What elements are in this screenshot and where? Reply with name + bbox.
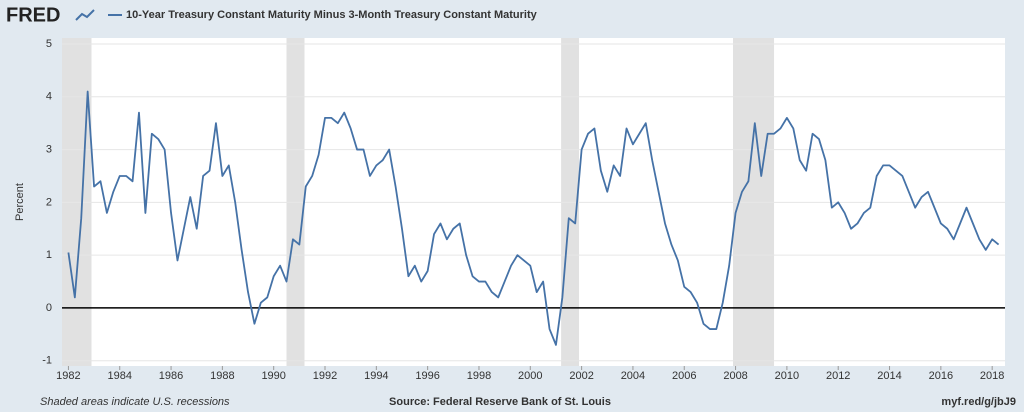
x-tick-label: 2008 xyxy=(723,370,747,382)
x-tick-label: 1998 xyxy=(467,370,491,382)
x-tick-label: 2000 xyxy=(518,370,542,382)
y-tick-label: 4 xyxy=(46,91,52,103)
x-tick-label: 1990 xyxy=(261,370,285,382)
x-tick-label: 2004 xyxy=(621,370,645,382)
footer-note: Shaded areas indicate U.S. recessions xyxy=(40,396,230,408)
y-axis-label: Percent xyxy=(14,183,26,221)
y-tick-label: 2 xyxy=(46,196,52,208)
y-tick-label: 1 xyxy=(46,249,52,261)
x-tick-label: 1992 xyxy=(313,370,337,382)
y-tick-label: -1 xyxy=(42,355,52,367)
x-tick-label: 2016 xyxy=(929,370,953,382)
x-tick-label: 1982 xyxy=(56,370,80,382)
y-tick-label: 3 xyxy=(46,143,52,155)
y-tick-label: 5 xyxy=(46,38,52,50)
x-tick-label: 2010 xyxy=(775,370,799,382)
x-tick-label: 2006 xyxy=(672,370,696,382)
legend-label: 10-Year Treasury Constant Maturity Minus… xyxy=(126,9,538,21)
x-tick-label: 1988 xyxy=(210,370,234,382)
series-line xyxy=(67,90,1000,346)
x-tick-label: 1986 xyxy=(159,370,183,382)
x-tick-label: 2018 xyxy=(980,370,1004,382)
y-tick-label: 0 xyxy=(46,302,52,314)
x-tick-label: 1996 xyxy=(415,370,439,382)
x-tick-label: 1984 xyxy=(107,370,131,382)
logo-icon xyxy=(75,9,95,21)
footer-source: Source: Federal Reserve Bank of St. Loui… xyxy=(389,396,611,408)
x-tick-label: 2002 xyxy=(569,370,593,382)
x-tick-label: 2012 xyxy=(826,370,850,382)
x-tick-label: 1994 xyxy=(364,370,388,382)
brand-logo: FRED xyxy=(6,4,60,26)
footer-link: myf.red/g/jbJ9 xyxy=(941,396,1016,408)
x-tick-label: 2014 xyxy=(877,370,901,382)
